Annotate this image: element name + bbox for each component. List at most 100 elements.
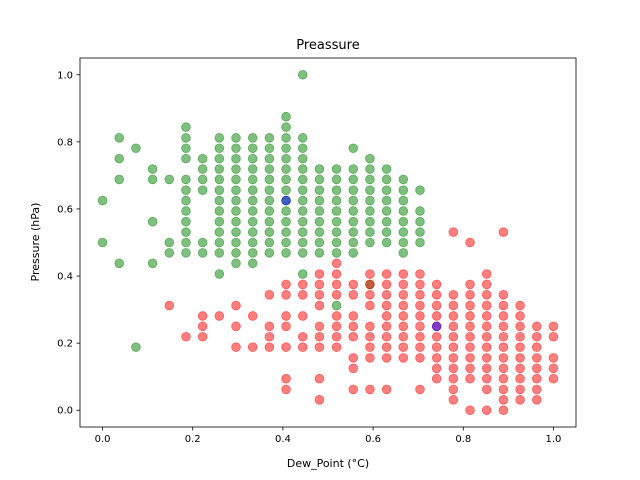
data-point <box>281 290 291 300</box>
data-point <box>197 174 208 185</box>
data-point <box>448 395 459 405</box>
data-point <box>431 300 442 311</box>
data-point <box>381 311 392 321</box>
data-point <box>197 248 208 258</box>
data-point <box>415 342 425 352</box>
data-point <box>515 373 525 384</box>
data-point <box>264 133 275 143</box>
data-point <box>231 195 241 206</box>
data-point <box>515 353 525 363</box>
data-point <box>431 290 442 300</box>
data-point <box>264 164 275 174</box>
data-point <box>214 185 225 195</box>
data-point <box>531 342 542 352</box>
data-point <box>515 331 525 342</box>
data-point <box>281 216 291 227</box>
data-point <box>297 279 308 290</box>
data-point <box>331 174 342 185</box>
data-point <box>365 216 375 227</box>
data-point <box>114 174 125 185</box>
data-point <box>431 331 442 342</box>
x-tick-label: 1.0 <box>546 434 562 445</box>
data-point <box>381 279 392 290</box>
data-point <box>348 279 359 290</box>
data-point <box>231 185 241 195</box>
data-point <box>415 237 425 248</box>
x-tick-label: 0.2 <box>185 434 201 445</box>
data-point <box>481 290 492 300</box>
data-point <box>214 164 225 174</box>
data-point <box>515 395 525 405</box>
data-point <box>365 342 375 352</box>
data-point <box>231 143 241 154</box>
data-point <box>214 227 225 237</box>
data-point <box>281 384 291 395</box>
data-point <box>197 311 208 321</box>
data-point <box>281 279 291 290</box>
data-point <box>398 248 409 258</box>
data-point <box>281 174 291 185</box>
data-point <box>448 300 459 311</box>
data-point <box>297 69 308 80</box>
data-point <box>264 321 275 332</box>
data-point <box>181 122 191 132</box>
data-point <box>164 174 175 185</box>
data-point <box>498 384 509 395</box>
data-point <box>331 300 342 311</box>
data-point <box>548 363 559 374</box>
data-point <box>164 237 175 248</box>
data-point <box>331 279 342 290</box>
data-point <box>398 227 409 237</box>
data-point <box>297 133 308 143</box>
data-point <box>331 206 342 216</box>
data-point <box>231 342 241 352</box>
data-point <box>348 185 359 195</box>
data-point <box>214 133 225 143</box>
data-point <box>548 321 559 332</box>
data-point <box>214 206 225 216</box>
data-point <box>381 353 392 363</box>
data-point <box>465 373 475 384</box>
data-point <box>247 185 258 195</box>
data-point <box>247 342 258 352</box>
data-point <box>164 248 175 258</box>
data-point <box>314 206 325 216</box>
data-point <box>247 133 258 143</box>
data-point <box>548 353 559 363</box>
data-point <box>465 279 475 290</box>
data-point <box>314 227 325 237</box>
data-point <box>548 373 559 384</box>
data-point <box>264 290 275 300</box>
data-point <box>465 290 475 300</box>
data-point <box>348 237 359 248</box>
data-point <box>147 174 158 185</box>
data-point <box>297 216 308 227</box>
data-point <box>398 185 409 195</box>
data-point <box>247 174 258 185</box>
data-point <box>264 237 275 248</box>
data-point <box>348 195 359 206</box>
data-point <box>365 269 375 279</box>
data-point <box>281 237 291 248</box>
points-layer <box>97 69 559 416</box>
data-point <box>281 227 291 237</box>
data-point <box>114 153 125 164</box>
data-point <box>231 227 241 237</box>
data-point <box>481 300 492 311</box>
data-point <box>348 290 359 300</box>
data-point <box>398 311 409 321</box>
data-point <box>465 353 475 363</box>
data-point <box>415 227 425 237</box>
data-point <box>331 237 342 248</box>
data-point <box>114 258 125 269</box>
data-point <box>281 321 291 332</box>
data-point <box>331 248 342 258</box>
data-point <box>398 237 409 248</box>
data-point <box>331 331 342 342</box>
data-point <box>314 279 325 290</box>
data-point <box>197 321 208 332</box>
data-point <box>131 342 141 352</box>
data-point <box>398 353 409 363</box>
data-point <box>297 290 308 300</box>
data-point <box>448 290 459 300</box>
